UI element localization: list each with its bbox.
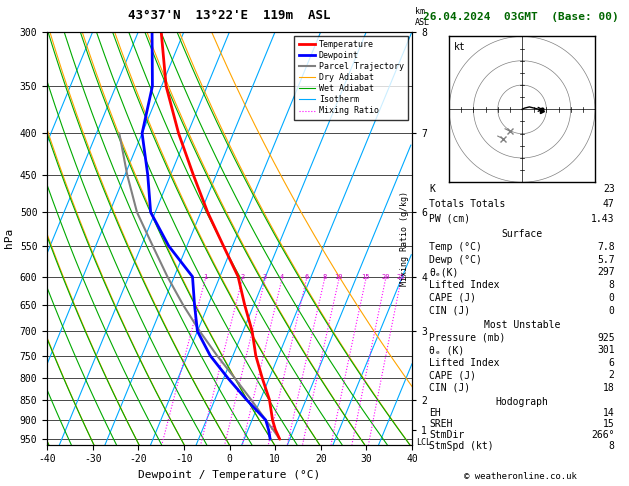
Y-axis label: hPa: hPa xyxy=(4,228,14,248)
Text: 25: 25 xyxy=(397,274,405,279)
Text: 925: 925 xyxy=(597,332,615,343)
Text: 15: 15 xyxy=(362,274,370,279)
Text: CAPE (J): CAPE (J) xyxy=(430,370,477,381)
Text: SREH: SREH xyxy=(430,419,453,429)
Text: 297: 297 xyxy=(597,267,615,278)
Text: 15: 15 xyxy=(603,419,615,429)
Text: LCL: LCL xyxy=(416,438,431,447)
Text: Lifted Index: Lifted Index xyxy=(430,280,500,290)
Text: 0: 0 xyxy=(609,306,615,315)
Text: 8: 8 xyxy=(609,441,615,451)
Text: kt: kt xyxy=(454,42,465,52)
Text: km
ASL: km ASL xyxy=(415,7,430,27)
Text: © weatheronline.co.uk: © weatheronline.co.uk xyxy=(464,472,577,481)
Text: 7.8: 7.8 xyxy=(597,242,615,252)
Text: PW (cm): PW (cm) xyxy=(430,213,470,224)
Text: Pressure (mb): Pressure (mb) xyxy=(430,332,506,343)
Text: 4: 4 xyxy=(280,274,284,279)
Text: 18: 18 xyxy=(603,383,615,393)
Text: StmDir: StmDir xyxy=(430,430,465,440)
Text: 266°: 266° xyxy=(591,430,615,440)
Text: CIN (J): CIN (J) xyxy=(430,306,470,315)
Text: Totals Totals: Totals Totals xyxy=(430,199,506,208)
Text: 43°37'N  13°22'E  119m  ASL: 43°37'N 13°22'E 119m ASL xyxy=(128,9,331,22)
Text: θₑ(K): θₑ(K) xyxy=(430,267,459,278)
Text: 1.43: 1.43 xyxy=(591,213,615,224)
Text: 0: 0 xyxy=(609,293,615,303)
Text: 2: 2 xyxy=(240,274,244,279)
Text: Hodograph: Hodograph xyxy=(496,397,548,407)
Text: 301: 301 xyxy=(597,345,615,355)
Text: 8: 8 xyxy=(609,280,615,290)
Text: 10: 10 xyxy=(335,274,343,279)
Text: 2: 2 xyxy=(609,370,615,381)
Text: K: K xyxy=(430,184,435,194)
Text: 20: 20 xyxy=(381,274,390,279)
Text: 23: 23 xyxy=(603,184,615,194)
Text: 6: 6 xyxy=(609,358,615,368)
Text: Temp (°C): Temp (°C) xyxy=(430,242,482,252)
Text: 8: 8 xyxy=(322,274,326,279)
Text: Mixing Ratio (g/kg): Mixing Ratio (g/kg) xyxy=(400,191,409,286)
Text: CAPE (J): CAPE (J) xyxy=(430,293,477,303)
Text: Dewp (°C): Dewp (°C) xyxy=(430,255,482,265)
Text: CIN (J): CIN (J) xyxy=(430,383,470,393)
Text: 6: 6 xyxy=(304,274,308,279)
Text: 3: 3 xyxy=(263,274,267,279)
Text: Surface: Surface xyxy=(501,229,543,239)
Text: 47: 47 xyxy=(603,199,615,208)
Text: StmSpd (kt): StmSpd (kt) xyxy=(430,441,494,451)
Text: 14: 14 xyxy=(603,408,615,418)
Text: EH: EH xyxy=(430,408,441,418)
Text: 1: 1 xyxy=(203,274,208,279)
Text: Most Unstable: Most Unstable xyxy=(484,320,560,330)
Text: 26.04.2024  03GMT  (Base: 00): 26.04.2024 03GMT (Base: 00) xyxy=(423,12,618,22)
Text: Lifted Index: Lifted Index xyxy=(430,358,500,368)
Legend: Temperature, Dewpoint, Parcel Trajectory, Dry Adiabat, Wet Adiabat, Isotherm, Mi: Temperature, Dewpoint, Parcel Trajectory… xyxy=(294,36,408,120)
Text: θₑ (K): θₑ (K) xyxy=(430,345,465,355)
Text: 5.7: 5.7 xyxy=(597,255,615,265)
X-axis label: Dewpoint / Temperature (°C): Dewpoint / Temperature (°C) xyxy=(138,470,321,480)
